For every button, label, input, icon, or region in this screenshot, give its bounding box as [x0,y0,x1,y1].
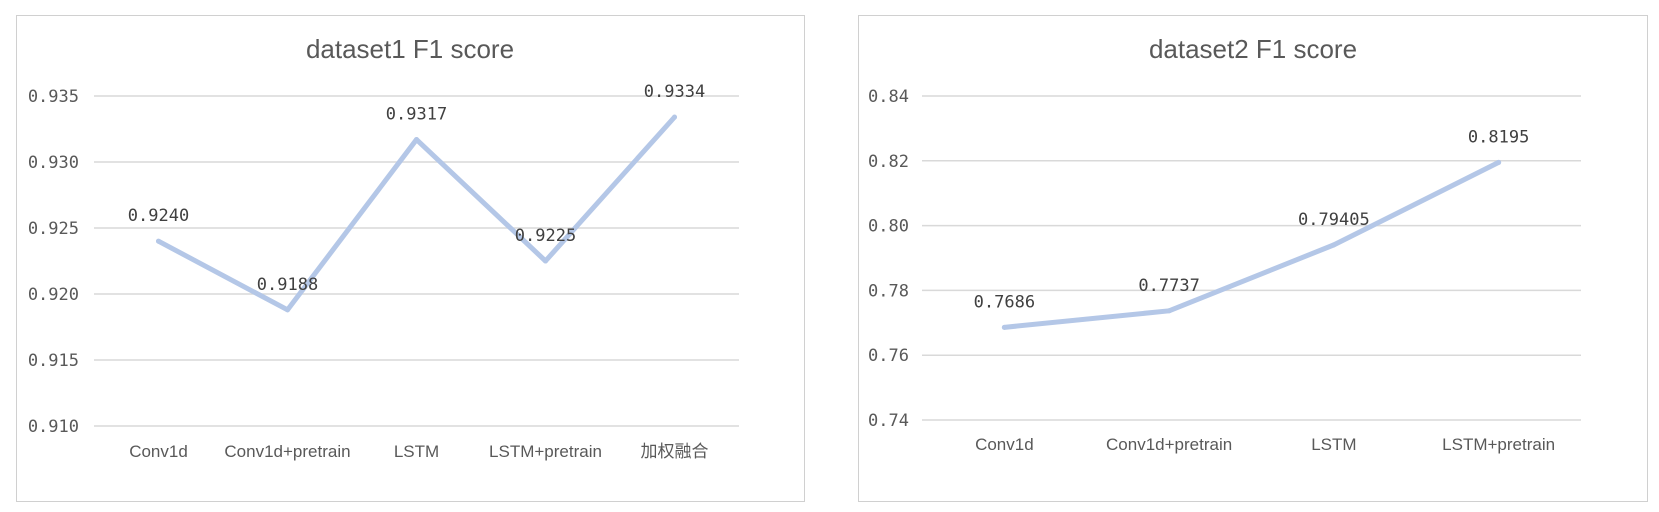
chart-svg-dataset1: dataset1 F1 score 0.935 0.930 0.925 0.920 0.… [28,34,739,461]
series-line [1001,159,1502,330]
data-label: 0.7737 [1138,276,1199,296]
y-tick-label: 0.82 [868,152,909,172]
y-tick-label: 0.910 [28,417,79,437]
data-point [156,238,161,244]
data-label: 0.9225 [515,226,576,246]
data-point [285,307,290,313]
data-point [1166,308,1172,314]
data-label: 0.9317 [386,105,447,125]
y-tick-label: 0.74 [868,411,909,431]
x-category-label: Conv1d [975,435,1034,454]
data-point [1331,242,1337,248]
data-label: 0.9240 [128,206,189,226]
y-tick-label: 0.78 [868,281,909,301]
data-label: 0.9334 [644,82,705,102]
chart-panel-dataset1: dataset1 F1 score 0.935 0.930 0.925 0.920 0.… [16,15,805,502]
data-point [414,137,419,143]
x-category-label: LSTM [1311,435,1356,454]
chart-title: dataset2 F1 score [1149,34,1357,64]
x-category-label: 加权融合 [641,442,709,461]
data-label: 0.7686 [974,292,1035,312]
y-tick-label: 0.80 [868,217,909,237]
series-line [156,114,677,313]
chart-svg-dataset2: dataset2 F1 score 0.84 0.82 0.80 0.78 0.76 0.… [868,34,1581,454]
chart-panel-dataset2: dataset2 F1 score 0.84 0.82 0.80 0.78 0.76 0.… [858,15,1648,502]
data-label: 0.8195 [1468,127,1529,147]
data-point [672,114,677,120]
data-point [1001,324,1007,330]
x-category-label: Conv1d+pretrain [1106,435,1232,454]
data-point [1496,159,1502,165]
data-label: 0.9188 [257,275,318,295]
y-tick-label: 0.84 [868,87,909,107]
chart-title: dataset1 F1 score [306,34,514,64]
y-tick-label: 0.930 [28,153,79,173]
y-tick-label: 0.76 [868,346,909,366]
x-category-label: Conv1d [129,442,188,461]
y-tick-label: 0.920 [28,285,79,305]
data-label: 0.79405 [1298,210,1370,230]
y-tick-label: 0.935 [28,87,79,107]
x-category-label: LSTM [394,442,439,461]
x-category-label: Conv1d+pretrain [224,442,350,461]
y-tick-label: 0.925 [28,219,79,239]
y-tick-label: 0.915 [28,351,79,371]
x-category-label: LSTM+pretrain [1442,435,1555,454]
data-point [543,258,548,264]
x-category-label: LSTM+pretrain [489,442,602,461]
